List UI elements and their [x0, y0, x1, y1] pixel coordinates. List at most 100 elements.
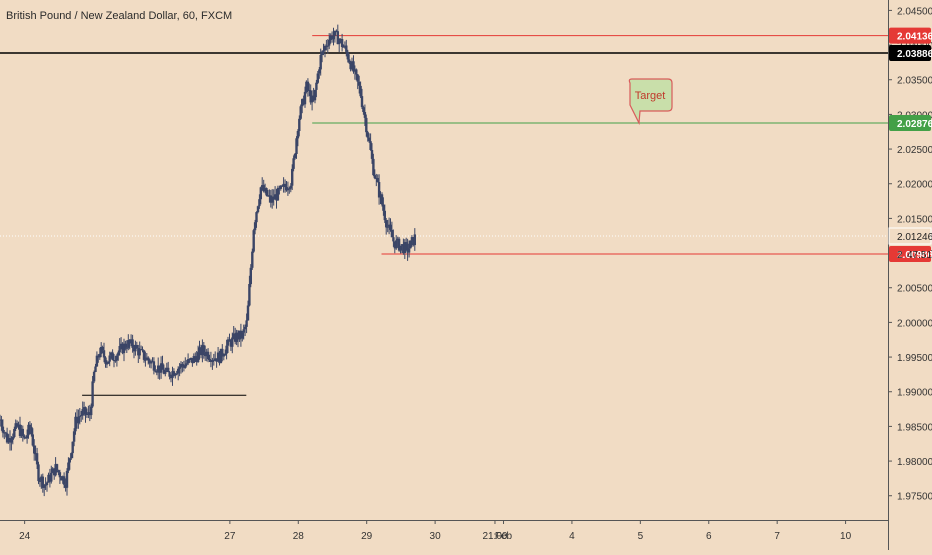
candle: [291, 164, 294, 190]
candle-body: [157, 365, 160, 372]
candle: [308, 83, 311, 97]
candle-body: [37, 464, 40, 482]
candle: [169, 374, 173, 383]
candle-body: [155, 371, 158, 373]
candle: [0, 415, 3, 431]
candle-body: [134, 345, 137, 352]
candle-body: [168, 372, 171, 377]
candle: [121, 342, 124, 355]
candle-body: [395, 240, 398, 249]
candle-body: [369, 141, 372, 150]
candle: [11, 433, 14, 445]
candle: [245, 313, 248, 334]
candle-body: [299, 106, 302, 119]
candle-body: [293, 154, 297, 159]
price-axis[interactable]: 2.045002.040002.035002.030002.025002.020…: [888, 0, 932, 550]
candle-body: [249, 267, 252, 285]
candle-body: [55, 464, 59, 471]
candle: [77, 409, 80, 429]
candle: [386, 219, 389, 233]
candle-body: [90, 406, 93, 416]
candle-body: [142, 350, 146, 360]
candle: [318, 67, 321, 79]
candle: [34, 445, 37, 461]
candle-body: [246, 305, 250, 321]
candle: [262, 179, 265, 193]
time-tick-label: 28: [293, 531, 305, 542]
chart-title: British Pound / New Zealand Dollar, 60, …: [6, 10, 233, 22]
candle-body: [286, 188, 290, 191]
candle-body: [165, 367, 168, 371]
candle: [51, 467, 54, 474]
candle-body: [375, 178, 378, 179]
candle-body: [144, 359, 147, 361]
candle-body: [262, 185, 265, 192]
candle-body: [205, 351, 208, 357]
candle: [135, 341, 138, 349]
candle: [406, 238, 409, 261]
candle: [241, 331, 244, 342]
candle-body: [204, 352, 207, 357]
candle-body: [3, 432, 6, 434]
candle-body: [229, 341, 233, 347]
candle-body: [335, 30, 338, 32]
candle: [162, 364, 166, 375]
candle-body: [23, 435, 26, 438]
candle-body: [367, 137, 371, 142]
candle-body: [251, 251, 254, 268]
candle: [349, 60, 352, 72]
candle: [221, 344, 224, 362]
candle: [379, 191, 382, 204]
candle: [253, 219, 257, 235]
candle: [82, 401, 86, 416]
price-tick-label: 2.00500: [897, 284, 932, 295]
candle-body: [164, 370, 167, 374]
candle: [320, 50, 324, 63]
candle: [23, 434, 26, 440]
candle-body: [186, 359, 190, 364]
candle: [196, 345, 200, 363]
candle-body: [365, 117, 368, 133]
candle-body: [276, 187, 280, 201]
candle: [358, 75, 361, 94]
candle-body: [379, 194, 382, 198]
countdown-prefix: 2: [897, 250, 903, 261]
candle: [124, 340, 127, 351]
candle: [131, 334, 134, 353]
candle-body: [129, 339, 133, 344]
candle-body: [261, 185, 264, 188]
callout-bubble[interactable]: [628, 78, 673, 126]
candle-body: [285, 187, 288, 191]
candle-body: [40, 476, 43, 481]
candle-body: [268, 195, 271, 197]
candle: [157, 357, 160, 379]
candle: [295, 136, 298, 159]
candle-body: [60, 477, 63, 481]
candle: [279, 185, 282, 191]
candle: [87, 405, 90, 419]
candle-body: [21, 428, 24, 436]
candle: [390, 221, 394, 238]
candle-body: [283, 183, 287, 188]
candle: [272, 189, 275, 206]
candle-body: [383, 210, 386, 221]
candle: [174, 372, 177, 379]
candle-body: [58, 472, 62, 478]
candle-body: [355, 69, 358, 75]
candle: [402, 238, 405, 255]
candle: [328, 33, 331, 50]
candle-body: [112, 360, 116, 361]
candle-body: [28, 424, 32, 427]
candle-body: [396, 238, 399, 241]
candle-body: [363, 112, 367, 118]
candle: [28, 421, 32, 434]
candle-body: [278, 187, 281, 189]
candle: [387, 217, 391, 235]
candle: [182, 360, 186, 372]
candle-body: [256, 206, 260, 213]
candle-body: [269, 195, 272, 203]
candle: [205, 348, 208, 362]
candle: [25, 429, 29, 444]
